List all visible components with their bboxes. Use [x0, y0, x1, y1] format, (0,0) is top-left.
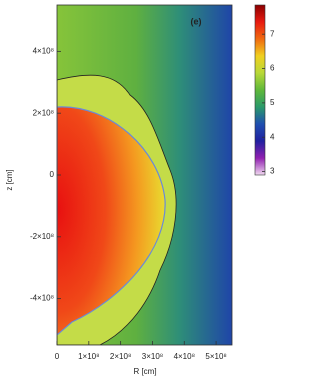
y-axis-label: z [cm] [5, 169, 14, 190]
y-tick-label: 2×10⁸ [33, 108, 54, 117]
heatmap-field [57, 5, 232, 345]
x-tick-label: 4×10⁸ [174, 352, 195, 361]
colorbar [254, 4, 266, 176]
y-tick-label: 4×10⁸ [33, 46, 54, 55]
colorbar-tick-label: 7 [270, 29, 275, 38]
colorbar-tick-label: 3 [270, 167, 275, 176]
x-tick-label: 0 [55, 352, 60, 361]
panel-label: (e) [191, 16, 202, 26]
colorbar-tick-label: 5 [270, 98, 275, 107]
y-tick-label: 0 [50, 170, 55, 179]
colorbar-tick-label: 4 [270, 132, 275, 141]
x-tick-label: 2×10⁸ [110, 352, 131, 361]
y-tick-label: -4×10⁸ [30, 294, 54, 303]
x-tick-label: 1×10⁸ [78, 352, 99, 361]
y-tick-label: -2×10⁸ [30, 232, 54, 241]
x-tick-label: 3×10⁸ [142, 352, 163, 361]
colorbar-tick-label: 6 [270, 64, 275, 73]
chart: (e) R [cm] z [cm] 0 1×10⁸ 2×10⁸ 3×10⁸ 4×10⁸ 5… [5, 4, 275, 376]
x-tick-label: 5×10⁸ [205, 352, 226, 361]
x-axis-label: R [cm] [133, 367, 156, 376]
